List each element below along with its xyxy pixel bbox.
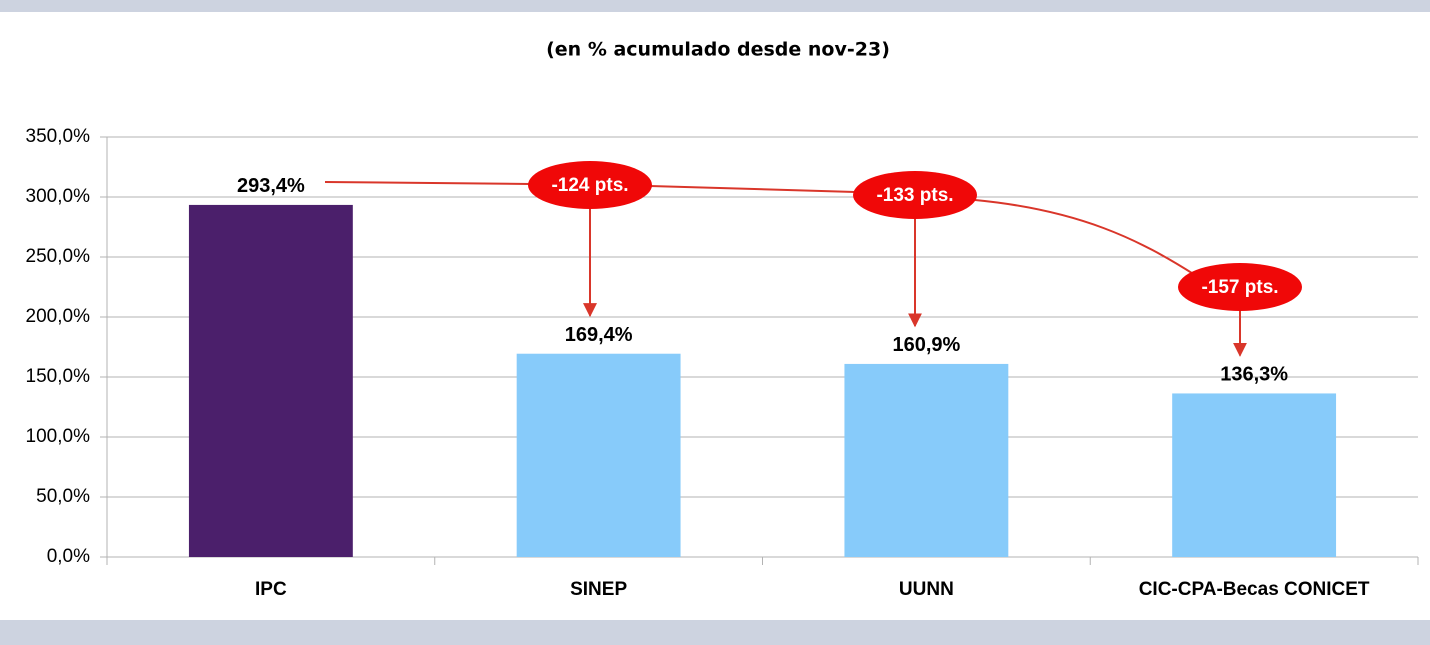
value-label: 136,3% [1220, 364, 1288, 386]
bar [516, 353, 681, 557]
y-tick-label: 50,0% [36, 486, 90, 507]
connector [324, 181, 531, 185]
y-tick-label: 350,0% [26, 126, 91, 147]
annotation-text: -133 pts. [876, 185, 953, 206]
y-tick-label: 150,0% [26, 366, 91, 387]
y-tick-label: 0,0% [47, 546, 90, 567]
bottom-band [0, 620, 1430, 645]
connector [974, 199, 1196, 276]
value-label: 160,9% [892, 334, 960, 356]
annotation-text: -124 pts. [551, 175, 628, 196]
y-tick-label: 100,0% [26, 426, 91, 447]
connector [649, 185, 856, 193]
x-tick-label: IPC [255, 579, 287, 600]
value-label: 169,4% [565, 324, 633, 346]
y-tick-label: 250,0% [26, 246, 91, 267]
chart-title: (en % acumulado desde nov-23) [546, 39, 890, 61]
annotation-oval [528, 161, 652, 209]
bar [844, 363, 1009, 557]
y-tick-label: 300,0% [26, 186, 91, 207]
annotation-text: -157 pts. [1201, 277, 1278, 298]
top-band [0, 0, 1430, 12]
x-tick-label: UUNN [899, 579, 954, 600]
plot: 0,0% 50,0% 100,0% 150,0% 200,0% 250,0% 300,0% 3… [26, 126, 1419, 600]
x-tick-label: SINEP [570, 579, 627, 600]
value-label: 293,4% [237, 175, 305, 197]
y-tick-label: 200,0% [26, 306, 91, 327]
x-tick-label: CIC-CPA-Becas CONICET [1139, 579, 1370, 600]
bar [1172, 393, 1337, 557]
annotation-oval [1178, 263, 1302, 311]
bar [188, 204, 353, 558]
annotation-oval [853, 171, 977, 219]
